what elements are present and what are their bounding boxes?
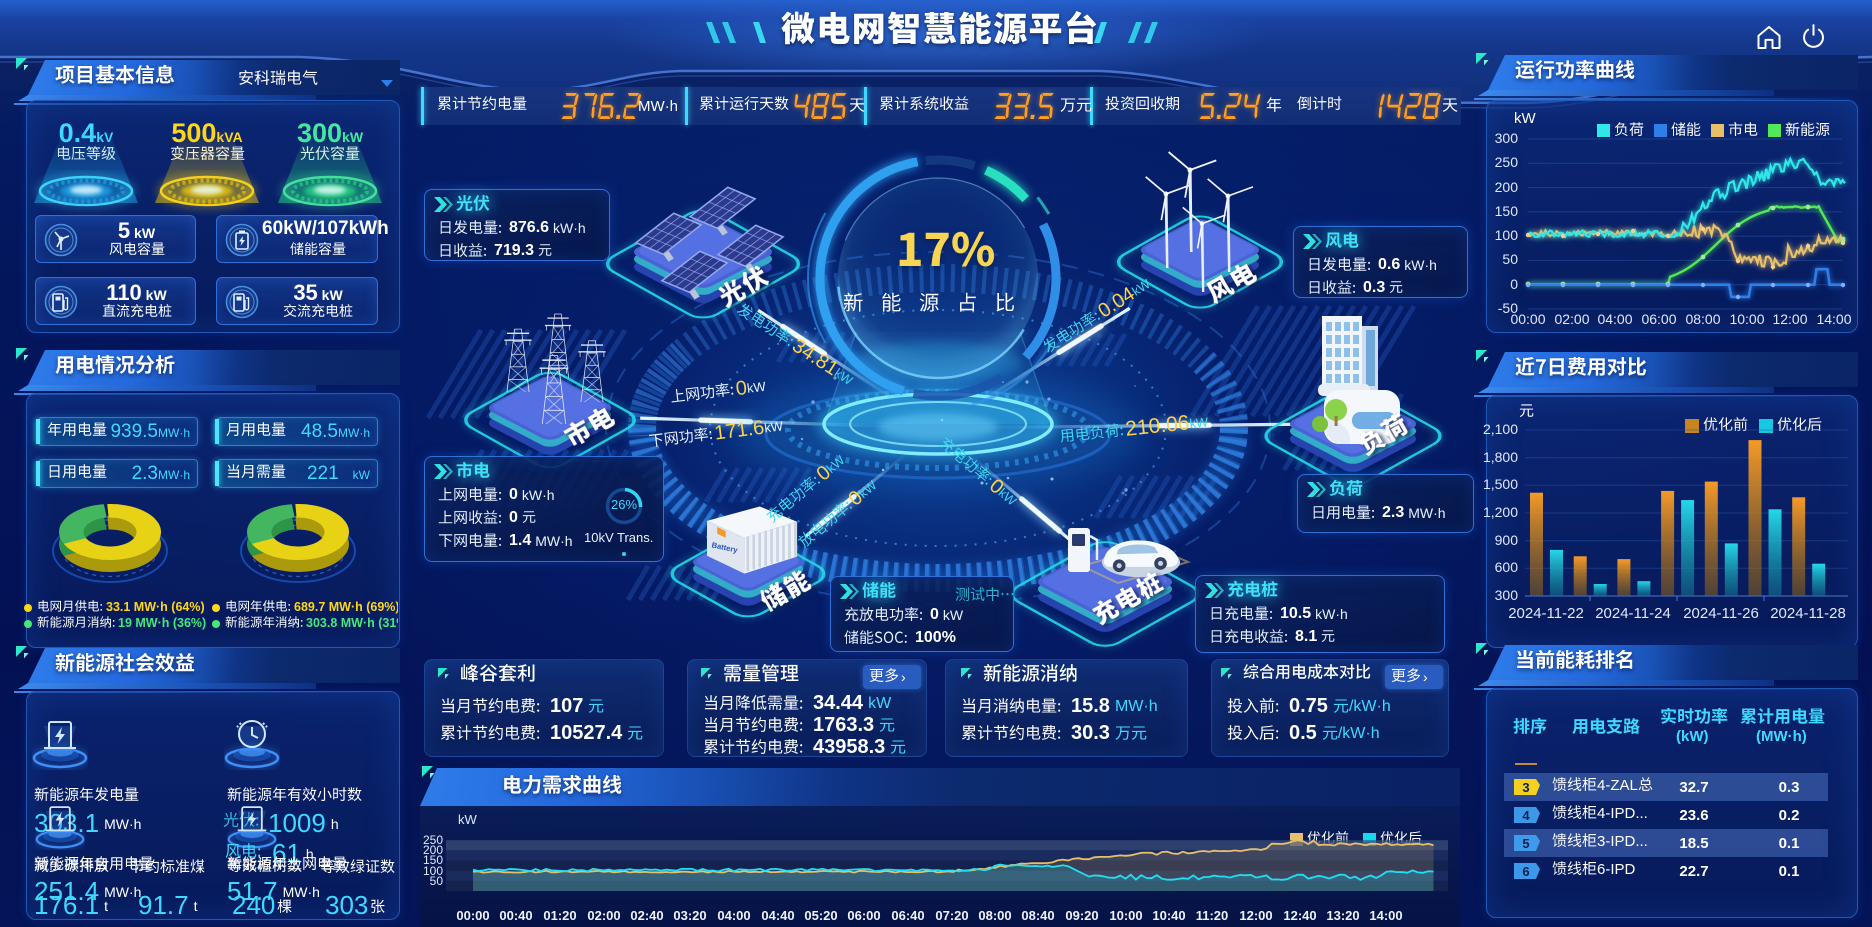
svg-text:2024-11-28: 2024-11-28 xyxy=(1770,605,1846,620)
svg-text:0: 0 xyxy=(1510,276,1518,292)
svg-text:14:00: 14:00 xyxy=(1816,311,1851,327)
svg-text:50: 50 xyxy=(430,874,444,888)
svg-text:1,800: 1,800 xyxy=(1483,449,1518,465)
svg-text:06:00: 06:00 xyxy=(1641,311,1676,327)
svg-text:08:40: 08:40 xyxy=(1021,908,1054,923)
svg-text:5: 5 xyxy=(1522,836,1529,851)
svg-text:06:00: 06:00 xyxy=(847,908,880,923)
svg-text:6: 6 xyxy=(1522,864,1529,879)
svg-text:900: 900 xyxy=(1495,532,1519,548)
svg-text:2024-11-26: 2024-11-26 xyxy=(1683,605,1759,620)
svg-text:02:40: 02:40 xyxy=(630,908,663,923)
svg-text:09:20: 09:20 xyxy=(1065,908,1098,923)
svg-text:300: 300 xyxy=(1495,130,1519,146)
svg-text:250: 250 xyxy=(1495,154,1519,170)
svg-text:-50: -50 xyxy=(1498,300,1518,316)
svg-text:14:00: 14:00 xyxy=(1369,908,1402,923)
svg-text:04:00: 04:00 xyxy=(1597,311,1632,327)
svg-text:00:00: 00:00 xyxy=(1510,311,1545,327)
svg-text:2,100: 2,100 xyxy=(1483,421,1518,437)
svg-text:100: 100 xyxy=(1495,227,1519,243)
svg-text:2024-11-22: 2024-11-22 xyxy=(1508,605,1584,620)
svg-text:08:00: 08:00 xyxy=(1685,311,1720,327)
svg-text:300: 300 xyxy=(1495,587,1519,603)
svg-text:13:20: 13:20 xyxy=(1326,908,1359,923)
svg-text:08:00: 08:00 xyxy=(978,908,1011,923)
svg-text:06:40: 06:40 xyxy=(891,908,924,923)
svg-text:03:20: 03:20 xyxy=(673,908,706,923)
svg-text:00:00: 00:00 xyxy=(456,908,489,923)
svg-text:10:00: 10:00 xyxy=(1109,908,1142,923)
svg-text:12:00: 12:00 xyxy=(1239,908,1272,923)
svg-text:100: 100 xyxy=(423,864,443,878)
svg-text:3: 3 xyxy=(1522,780,1529,795)
svg-text:200: 200 xyxy=(423,843,443,857)
svg-text:01:20: 01:20 xyxy=(543,908,576,923)
svg-text:11:20: 11:20 xyxy=(1196,908,1229,923)
svg-text:600: 600 xyxy=(1495,559,1519,575)
svg-text:02:00: 02:00 xyxy=(1554,311,1589,327)
svg-text:04:40: 04:40 xyxy=(761,908,794,923)
svg-text:02:00: 02:00 xyxy=(587,908,620,923)
svg-text:05:20: 05:20 xyxy=(804,908,837,923)
svg-text:250: 250 xyxy=(423,833,443,847)
svg-text:07:20: 07:20 xyxy=(935,908,968,923)
svg-text:150: 150 xyxy=(1495,203,1519,219)
svg-text:12:40: 12:40 xyxy=(1283,908,1316,923)
svg-text:200: 200 xyxy=(1495,179,1519,195)
svg-text:10:00: 10:00 xyxy=(1729,311,1764,327)
svg-text:4: 4 xyxy=(1522,808,1530,823)
svg-text:00:40: 00:40 xyxy=(499,908,532,923)
svg-text:1,500: 1,500 xyxy=(1483,476,1518,492)
svg-text:150: 150 xyxy=(423,853,443,867)
svg-text:04:00: 04:00 xyxy=(717,908,750,923)
svg-text:2024-11-24: 2024-11-24 xyxy=(1595,605,1671,620)
svg-text:1,200: 1,200 xyxy=(1483,504,1518,520)
svg-text:50: 50 xyxy=(1502,251,1518,267)
svg-text:10:40: 10:40 xyxy=(1152,908,1185,923)
svg-text:12:00: 12:00 xyxy=(1772,311,1807,327)
